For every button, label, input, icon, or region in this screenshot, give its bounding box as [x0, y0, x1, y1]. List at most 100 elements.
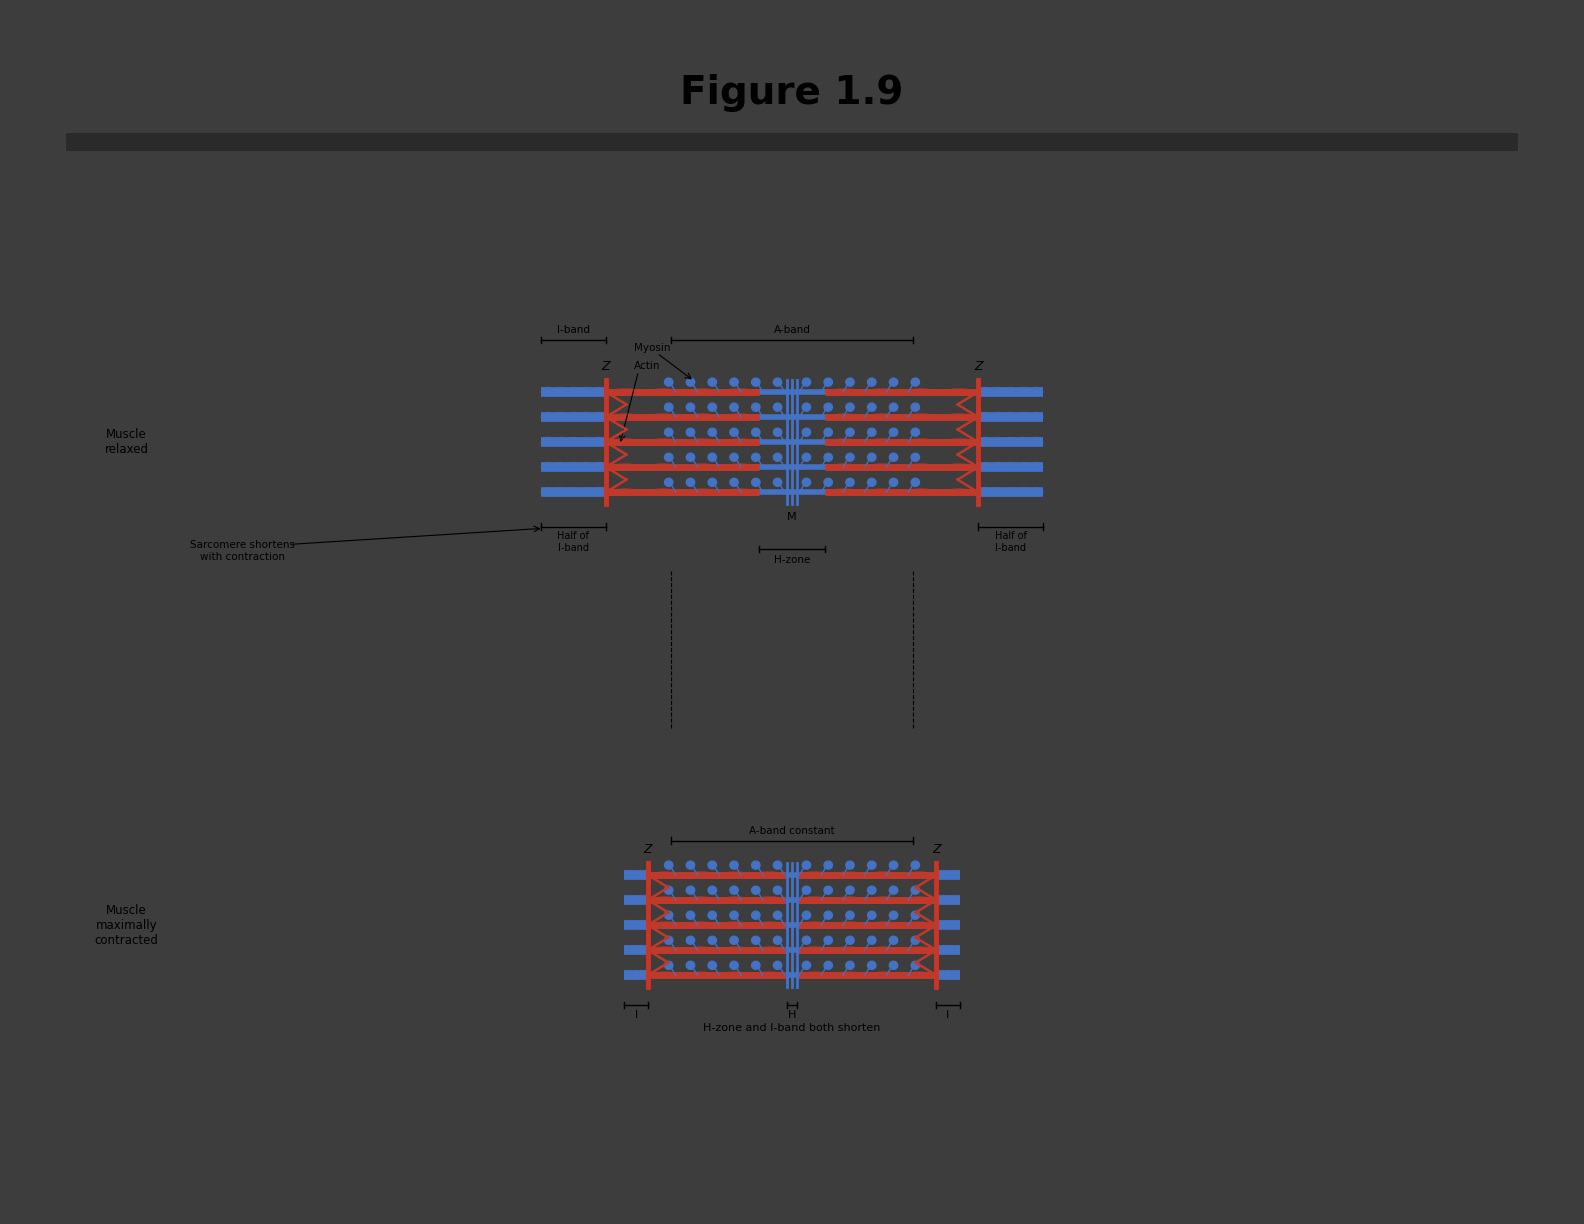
Circle shape: [824, 911, 832, 919]
Circle shape: [846, 453, 854, 461]
Circle shape: [889, 936, 898, 944]
Circle shape: [708, 378, 716, 386]
Circle shape: [730, 479, 738, 486]
Circle shape: [868, 961, 876, 969]
Circle shape: [868, 403, 876, 411]
Circle shape: [708, 961, 716, 969]
Circle shape: [686, 961, 695, 969]
Circle shape: [730, 453, 738, 461]
Circle shape: [802, 428, 811, 436]
Circle shape: [708, 911, 716, 919]
Text: Half of
I-band: Half of I-band: [558, 531, 589, 552]
Text: Z: Z: [974, 360, 982, 373]
Circle shape: [889, 961, 898, 969]
Bar: [67, 133, 1517, 152]
Circle shape: [802, 961, 811, 969]
Circle shape: [911, 936, 919, 944]
Circle shape: [824, 886, 832, 895]
Text: I: I: [635, 1010, 638, 1020]
Circle shape: [868, 911, 876, 919]
Circle shape: [824, 403, 832, 411]
Circle shape: [802, 886, 811, 895]
Circle shape: [686, 886, 695, 895]
Circle shape: [752, 936, 760, 944]
Text: Muscle
maximally
contracted: Muscle maximally contracted: [95, 903, 158, 946]
Circle shape: [824, 862, 832, 869]
Circle shape: [889, 378, 898, 386]
Circle shape: [911, 378, 919, 386]
Circle shape: [686, 862, 695, 869]
Circle shape: [773, 911, 782, 919]
Circle shape: [686, 378, 695, 386]
Text: M: M: [787, 512, 797, 523]
Circle shape: [802, 453, 811, 461]
Circle shape: [665, 961, 673, 969]
Circle shape: [824, 453, 832, 461]
Circle shape: [665, 479, 673, 486]
Circle shape: [889, 911, 898, 919]
Circle shape: [730, 911, 738, 919]
Circle shape: [846, 936, 854, 944]
Circle shape: [802, 378, 811, 386]
Circle shape: [802, 911, 811, 919]
Circle shape: [846, 378, 854, 386]
Circle shape: [665, 428, 673, 436]
Text: Z: Z: [602, 360, 610, 373]
Circle shape: [686, 403, 695, 411]
Circle shape: [802, 862, 811, 869]
Circle shape: [708, 886, 716, 895]
Circle shape: [802, 936, 811, 944]
Circle shape: [824, 961, 832, 969]
Circle shape: [889, 862, 898, 869]
Circle shape: [889, 886, 898, 895]
Text: A-band constant: A-band constant: [749, 826, 835, 836]
Circle shape: [773, 428, 782, 436]
Text: H-zone and I-band both shorten: H-zone and I-band both shorten: [703, 1023, 881, 1033]
Text: Sarcomere shortens
with contraction: Sarcomere shortens with contraction: [190, 540, 296, 562]
Circle shape: [773, 378, 782, 386]
Circle shape: [868, 862, 876, 869]
Circle shape: [802, 403, 811, 411]
Circle shape: [708, 936, 716, 944]
Circle shape: [708, 453, 716, 461]
Circle shape: [868, 378, 876, 386]
Circle shape: [665, 886, 673, 895]
Circle shape: [773, 479, 782, 486]
Circle shape: [911, 911, 919, 919]
Circle shape: [824, 936, 832, 944]
Circle shape: [911, 403, 919, 411]
Circle shape: [752, 911, 760, 919]
Circle shape: [846, 479, 854, 486]
Circle shape: [665, 453, 673, 461]
Circle shape: [773, 403, 782, 411]
Text: Z: Z: [643, 843, 653, 856]
Circle shape: [773, 936, 782, 944]
Circle shape: [911, 886, 919, 895]
Text: Figure 1.9: Figure 1.9: [680, 75, 904, 113]
Circle shape: [889, 479, 898, 486]
Circle shape: [889, 403, 898, 411]
Circle shape: [846, 862, 854, 869]
Circle shape: [824, 378, 832, 386]
Circle shape: [708, 403, 716, 411]
Circle shape: [730, 403, 738, 411]
Text: H-zone: H-zone: [775, 556, 809, 565]
Circle shape: [846, 403, 854, 411]
Circle shape: [730, 862, 738, 869]
Circle shape: [752, 479, 760, 486]
Circle shape: [686, 479, 695, 486]
Circle shape: [665, 403, 673, 411]
Circle shape: [773, 862, 782, 869]
Circle shape: [686, 936, 695, 944]
Circle shape: [730, 428, 738, 436]
Circle shape: [730, 886, 738, 895]
Circle shape: [752, 428, 760, 436]
Circle shape: [665, 911, 673, 919]
Text: A-band: A-band: [773, 326, 811, 335]
Circle shape: [889, 428, 898, 436]
Circle shape: [730, 961, 738, 969]
Text: H: H: [787, 1010, 797, 1020]
Circle shape: [868, 428, 876, 436]
Circle shape: [686, 911, 695, 919]
Circle shape: [773, 961, 782, 969]
